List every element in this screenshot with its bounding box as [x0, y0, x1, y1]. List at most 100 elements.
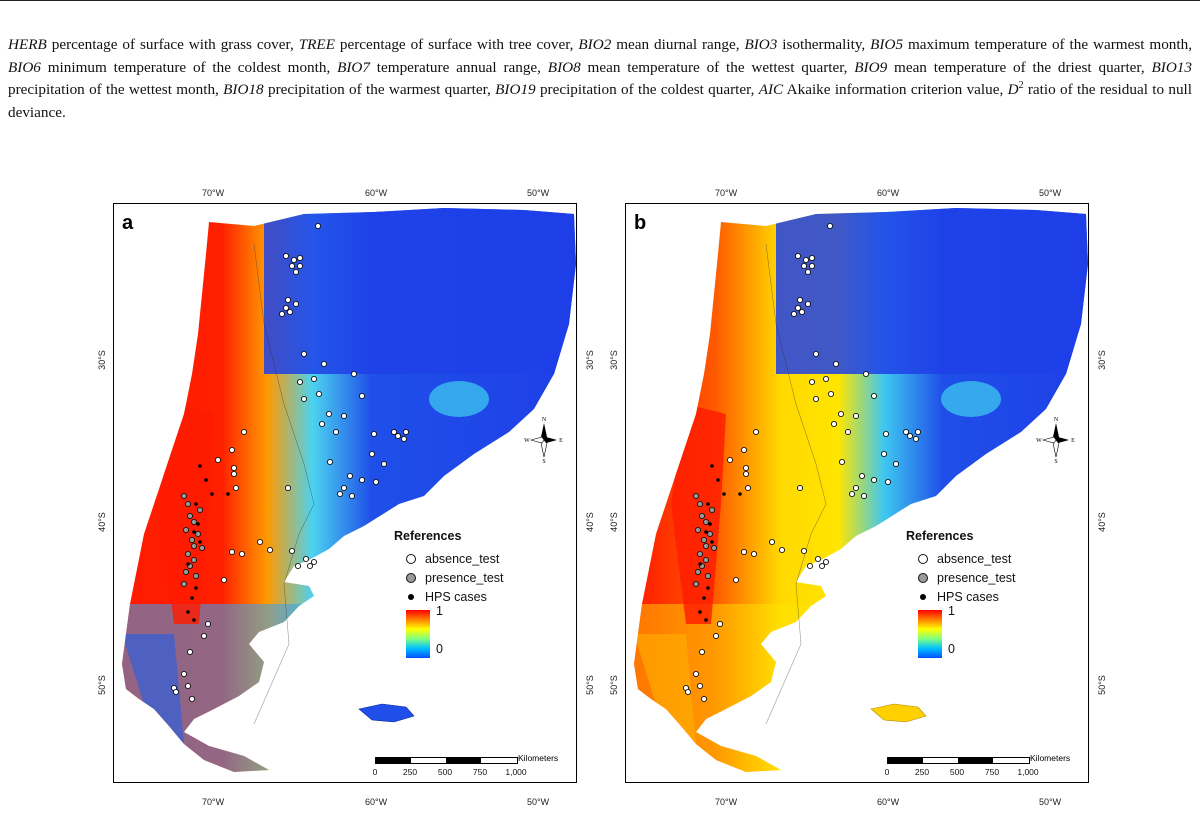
- presence-point: [182, 526, 190, 534]
- high-band: [159, 404, 214, 624]
- caption-term: D: [1007, 81, 1019, 98]
- absence-point: [400, 435, 408, 443]
- compass-n: N: [542, 417, 547, 423]
- presence-point: [198, 544, 206, 552]
- scale-unit: Kilometers: [518, 753, 559, 763]
- absence-point: [372, 478, 380, 486]
- absence-point: [790, 310, 798, 318]
- coord-top-60w-b: 60°W: [877, 188, 900, 198]
- legend-item-hps: HPS cases: [394, 587, 544, 606]
- hps-case-point: [198, 540, 202, 544]
- absence-point: [726, 456, 734, 464]
- hps-case-point: [722, 492, 726, 496]
- coord-right-40s-b: 40°S: [1096, 512, 1107, 532]
- caption-text: precipitation of the warmest quarter,: [263, 81, 496, 98]
- color-ramp-bar: [918, 610, 942, 658]
- absence-point: [288, 262, 296, 270]
- coord-left-40s-b: 40°S: [608, 512, 619, 532]
- caption-text: isothermality,: [777, 36, 871, 53]
- absence-point: [837, 410, 845, 418]
- caption-term: BIO13: [1151, 58, 1192, 76]
- hps-case-point: [204, 478, 208, 482]
- scale-unit: Kilometers: [1030, 753, 1071, 763]
- hps-case-point: [708, 522, 712, 526]
- absence-point: [827, 390, 835, 398]
- scale-bar-a: 0 250 500 750 1,000 Kilometers: [369, 753, 569, 779]
- absence-point: [880, 450, 888, 458]
- absence-point: [318, 420, 326, 428]
- absence-point: [830, 420, 838, 428]
- absence-point: [804, 268, 812, 276]
- absence-point: [752, 428, 760, 436]
- absence-point: [238, 550, 246, 558]
- caption-term: BIO6: [8, 58, 41, 76]
- ramp-min-label: 0: [436, 642, 443, 656]
- presence-point: [694, 526, 702, 534]
- absence-point: [812, 350, 820, 358]
- absence-point: [402, 428, 410, 436]
- caption-term: BIO2: [578, 36, 612, 53]
- compass-e: E: [559, 438, 563, 444]
- absence-point: [336, 490, 344, 498]
- presence-point: [698, 512, 706, 520]
- absence-point: [256, 538, 264, 546]
- absence-point: [220, 576, 228, 584]
- southern-tip: [634, 634, 696, 744]
- coord-left-40s: 40°S: [96, 512, 107, 532]
- compass-e: E: [1071, 438, 1075, 444]
- coastal-mid-area: [429, 381, 489, 417]
- absence-point: [838, 458, 846, 466]
- absence-point: [796, 484, 804, 492]
- absence-point: [794, 304, 802, 312]
- hps-case-point: [698, 562, 702, 566]
- absence-point: [884, 478, 892, 486]
- absence-point: [230, 470, 238, 478]
- absence-point: [818, 562, 826, 570]
- absence-point: [214, 456, 222, 464]
- absence-point: [852, 484, 860, 492]
- absence-point: [310, 375, 318, 383]
- scale-tick-0: 0: [884, 767, 890, 777]
- scale-tick-1000: 1,000: [1017, 767, 1039, 777]
- compass-s: S: [1054, 459, 1057, 464]
- absence-point: [800, 262, 808, 270]
- absence-point: [340, 484, 348, 492]
- presence-point: [180, 580, 188, 588]
- hps-case-point: [710, 540, 714, 544]
- absence-point: [814, 555, 822, 563]
- map-panel-a: a References absence_test presence_test …: [113, 203, 577, 783]
- absence-point: [778, 546, 786, 554]
- absence-point: [808, 254, 816, 262]
- caption-text: percentage of surface with grass cover,: [46, 36, 299, 53]
- absence-point: [852, 412, 860, 420]
- hps-case-point: [226, 492, 230, 496]
- hps-case-point: [196, 522, 200, 526]
- coord-left-30s-b: 30°S: [608, 350, 619, 370]
- presence-point: [692, 580, 700, 588]
- caption-superscript: 2: [1018, 79, 1024, 91]
- absence-point: [348, 492, 356, 500]
- absence-point: [742, 464, 750, 472]
- caption-text: Akaike information criterion value,: [783, 81, 1008, 98]
- north-low-area: [264, 208, 576, 374]
- absence-point: [744, 484, 752, 492]
- legend-title: References: [906, 529, 974, 543]
- presence-point: [708, 506, 716, 514]
- absence-point: [394, 432, 402, 440]
- absence-point: [204, 620, 212, 628]
- absence-point: [692, 670, 700, 678]
- hps-case-point: [706, 586, 710, 590]
- absence-point: [862, 370, 870, 378]
- coord-top-70w-b: 70°W: [715, 188, 738, 198]
- suitability-map-b: [634, 208, 1088, 772]
- absence-point: [892, 460, 900, 468]
- caption-text: precipitation of the wettest month,: [8, 81, 224, 98]
- caption-text: temperature annual range,: [369, 58, 548, 76]
- black-dot-icon: [920, 593, 926, 600]
- caption-text: maximum temperature of the warmest month…: [903, 36, 1192, 53]
- caption-term: BIO5: [870, 36, 904, 53]
- compass-w: W: [524, 438, 530, 444]
- coord-top-60w: 60°W: [365, 188, 388, 198]
- hps-case-point: [186, 562, 190, 566]
- hps-case-point: [702, 596, 706, 600]
